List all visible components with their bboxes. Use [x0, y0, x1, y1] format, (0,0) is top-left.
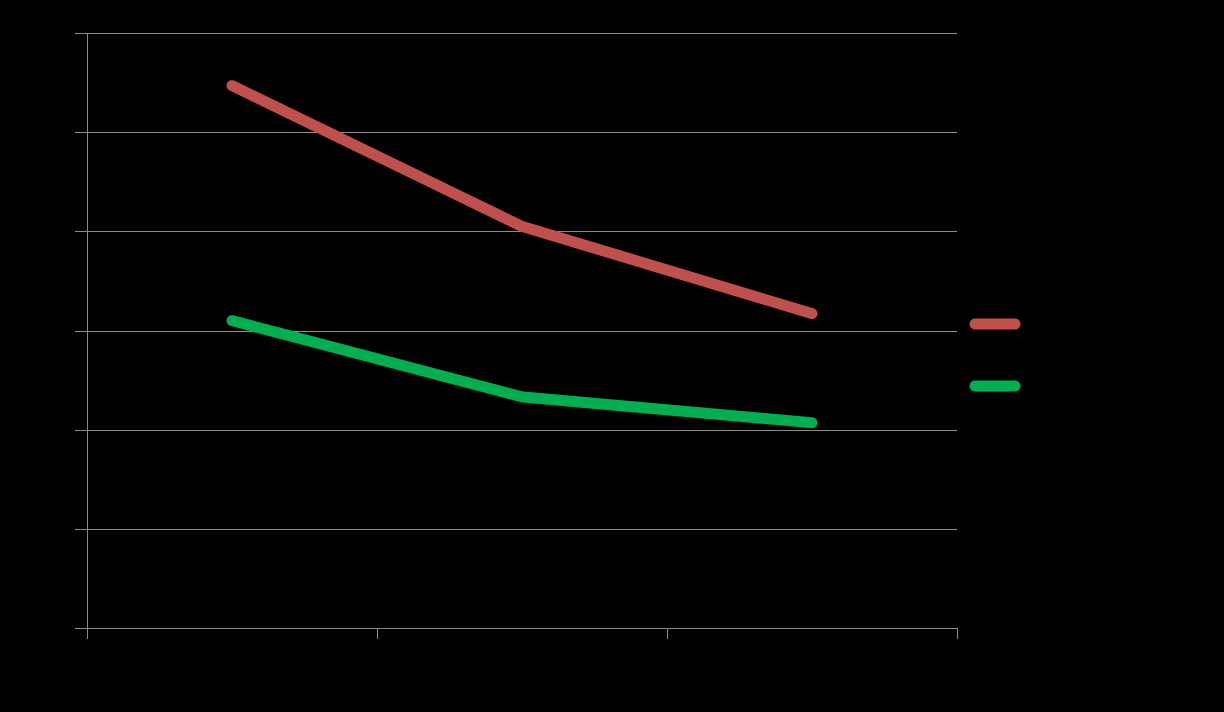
series-line-2: [226, 315, 818, 429]
axes: [75, 33, 958, 639]
series-lines: [226, 80, 818, 429]
series-line-1: [226, 80, 818, 320]
gridlines: [87, 33, 957, 530]
legend: [969, 318, 1021, 392]
